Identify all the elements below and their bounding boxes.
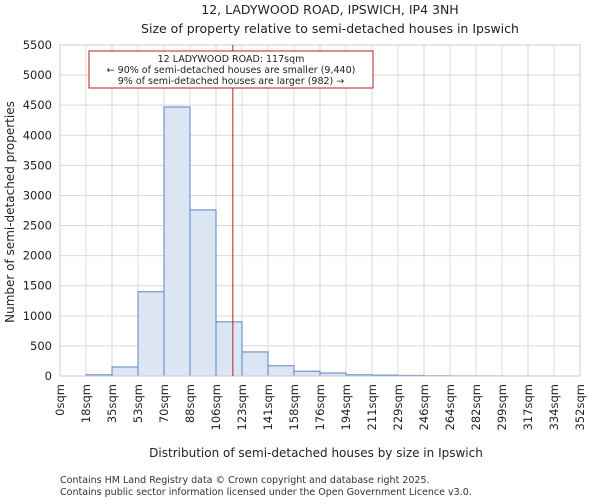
footer-line2: Contains public sector information licen… [60,487,472,498]
x-axis-label: Distribution of semi-detached houses by … [149,446,483,460]
x-axis-ticks: 0sqm 18sqm 35sqm 53sqm 70sqm 88sqm 106sqm 123sq… [53,384,587,430]
histogram-bar [189,209,217,377]
y-tick-label: 1000 [23,309,52,323]
y-tick-label: 2000 [23,249,52,263]
annotation-line3: 9% of semi-detached houses are larger (9… [118,76,345,87]
histogram-bar [293,370,321,377]
plot-frame [59,44,581,377]
y-tick-label: 0 [45,369,52,383]
x-tick-label: 70sqm [157,384,171,423]
y-axis-label: Number of semi-detached properties [3,101,17,323]
chart-title-line1: 12, LADYWOOD ROAD, IPSWICH, IP4 3NH [201,2,458,17]
x-tick-label: 35sqm [105,384,119,423]
x-tick-label: 264sqm [443,384,457,430]
x-tick-label: 352sqm [573,384,587,430]
x-tick-label: 106sqm [209,384,223,430]
x-tick-label: 211sqm [365,384,379,430]
bars [85,106,555,377]
histogram-bar [137,291,165,377]
y-tick-label: 1500 [23,279,52,293]
chart-title-line2: Size of property relative to semi-detach… [141,21,519,36]
histogram-bar [111,366,139,377]
x-tick-label: 246sqm [417,384,431,430]
y-tick-label: 4000 [23,128,52,142]
x-tick-label: 176sqm [313,384,327,430]
annotation-box: 12 LADYWOOD ROAD: 117sqm ← 90% of semi-d… [88,50,374,89]
y-tick-label: 5500 [23,38,52,52]
x-tick-label: 334sqm [547,384,561,430]
y-tick-label: 500 [30,339,52,353]
y-axis-ticks: 0 500 1000 1500 2000 2500 3000 3500 4000 4500 5000… [23,38,52,383]
x-tick-label: 299sqm [495,384,509,430]
x-tick-label: 53sqm [131,384,145,423]
y-tick-label: 2500 [23,219,52,233]
y-tick-label: 5000 [23,68,52,82]
x-tick-label: 158sqm [287,384,301,430]
y-tick-label: 3500 [23,158,52,172]
x-tick-label: 194sqm [339,384,353,430]
histogram-bar [241,351,269,377]
histogram-bar [267,365,295,377]
x-tick-label: 88sqm [183,384,197,423]
histogram-bar [215,321,243,377]
annotation-line2: ← 90% of semi-detached houses are smalle… [107,65,356,76]
footer-line1: Contains HM Land Registry data © Crown c… [60,475,430,486]
annotation-line1: 12 LADYWOOD ROAD: 117sqm [158,54,305,65]
x-tick-label: 141sqm [261,384,275,430]
y-tick-label: 4500 [23,98,52,112]
x-tick-label: 229sqm [391,384,405,430]
histogram-bar [163,106,191,377]
x-tick-label: 317sqm [521,384,535,430]
x-tick-label: 123sqm [235,384,249,430]
x-tick-label: 282sqm [469,384,483,430]
y-tick-label: 3000 [23,188,52,202]
x-tick-label: 0sqm [53,384,67,416]
x-tick-label: 18sqm [79,384,93,423]
